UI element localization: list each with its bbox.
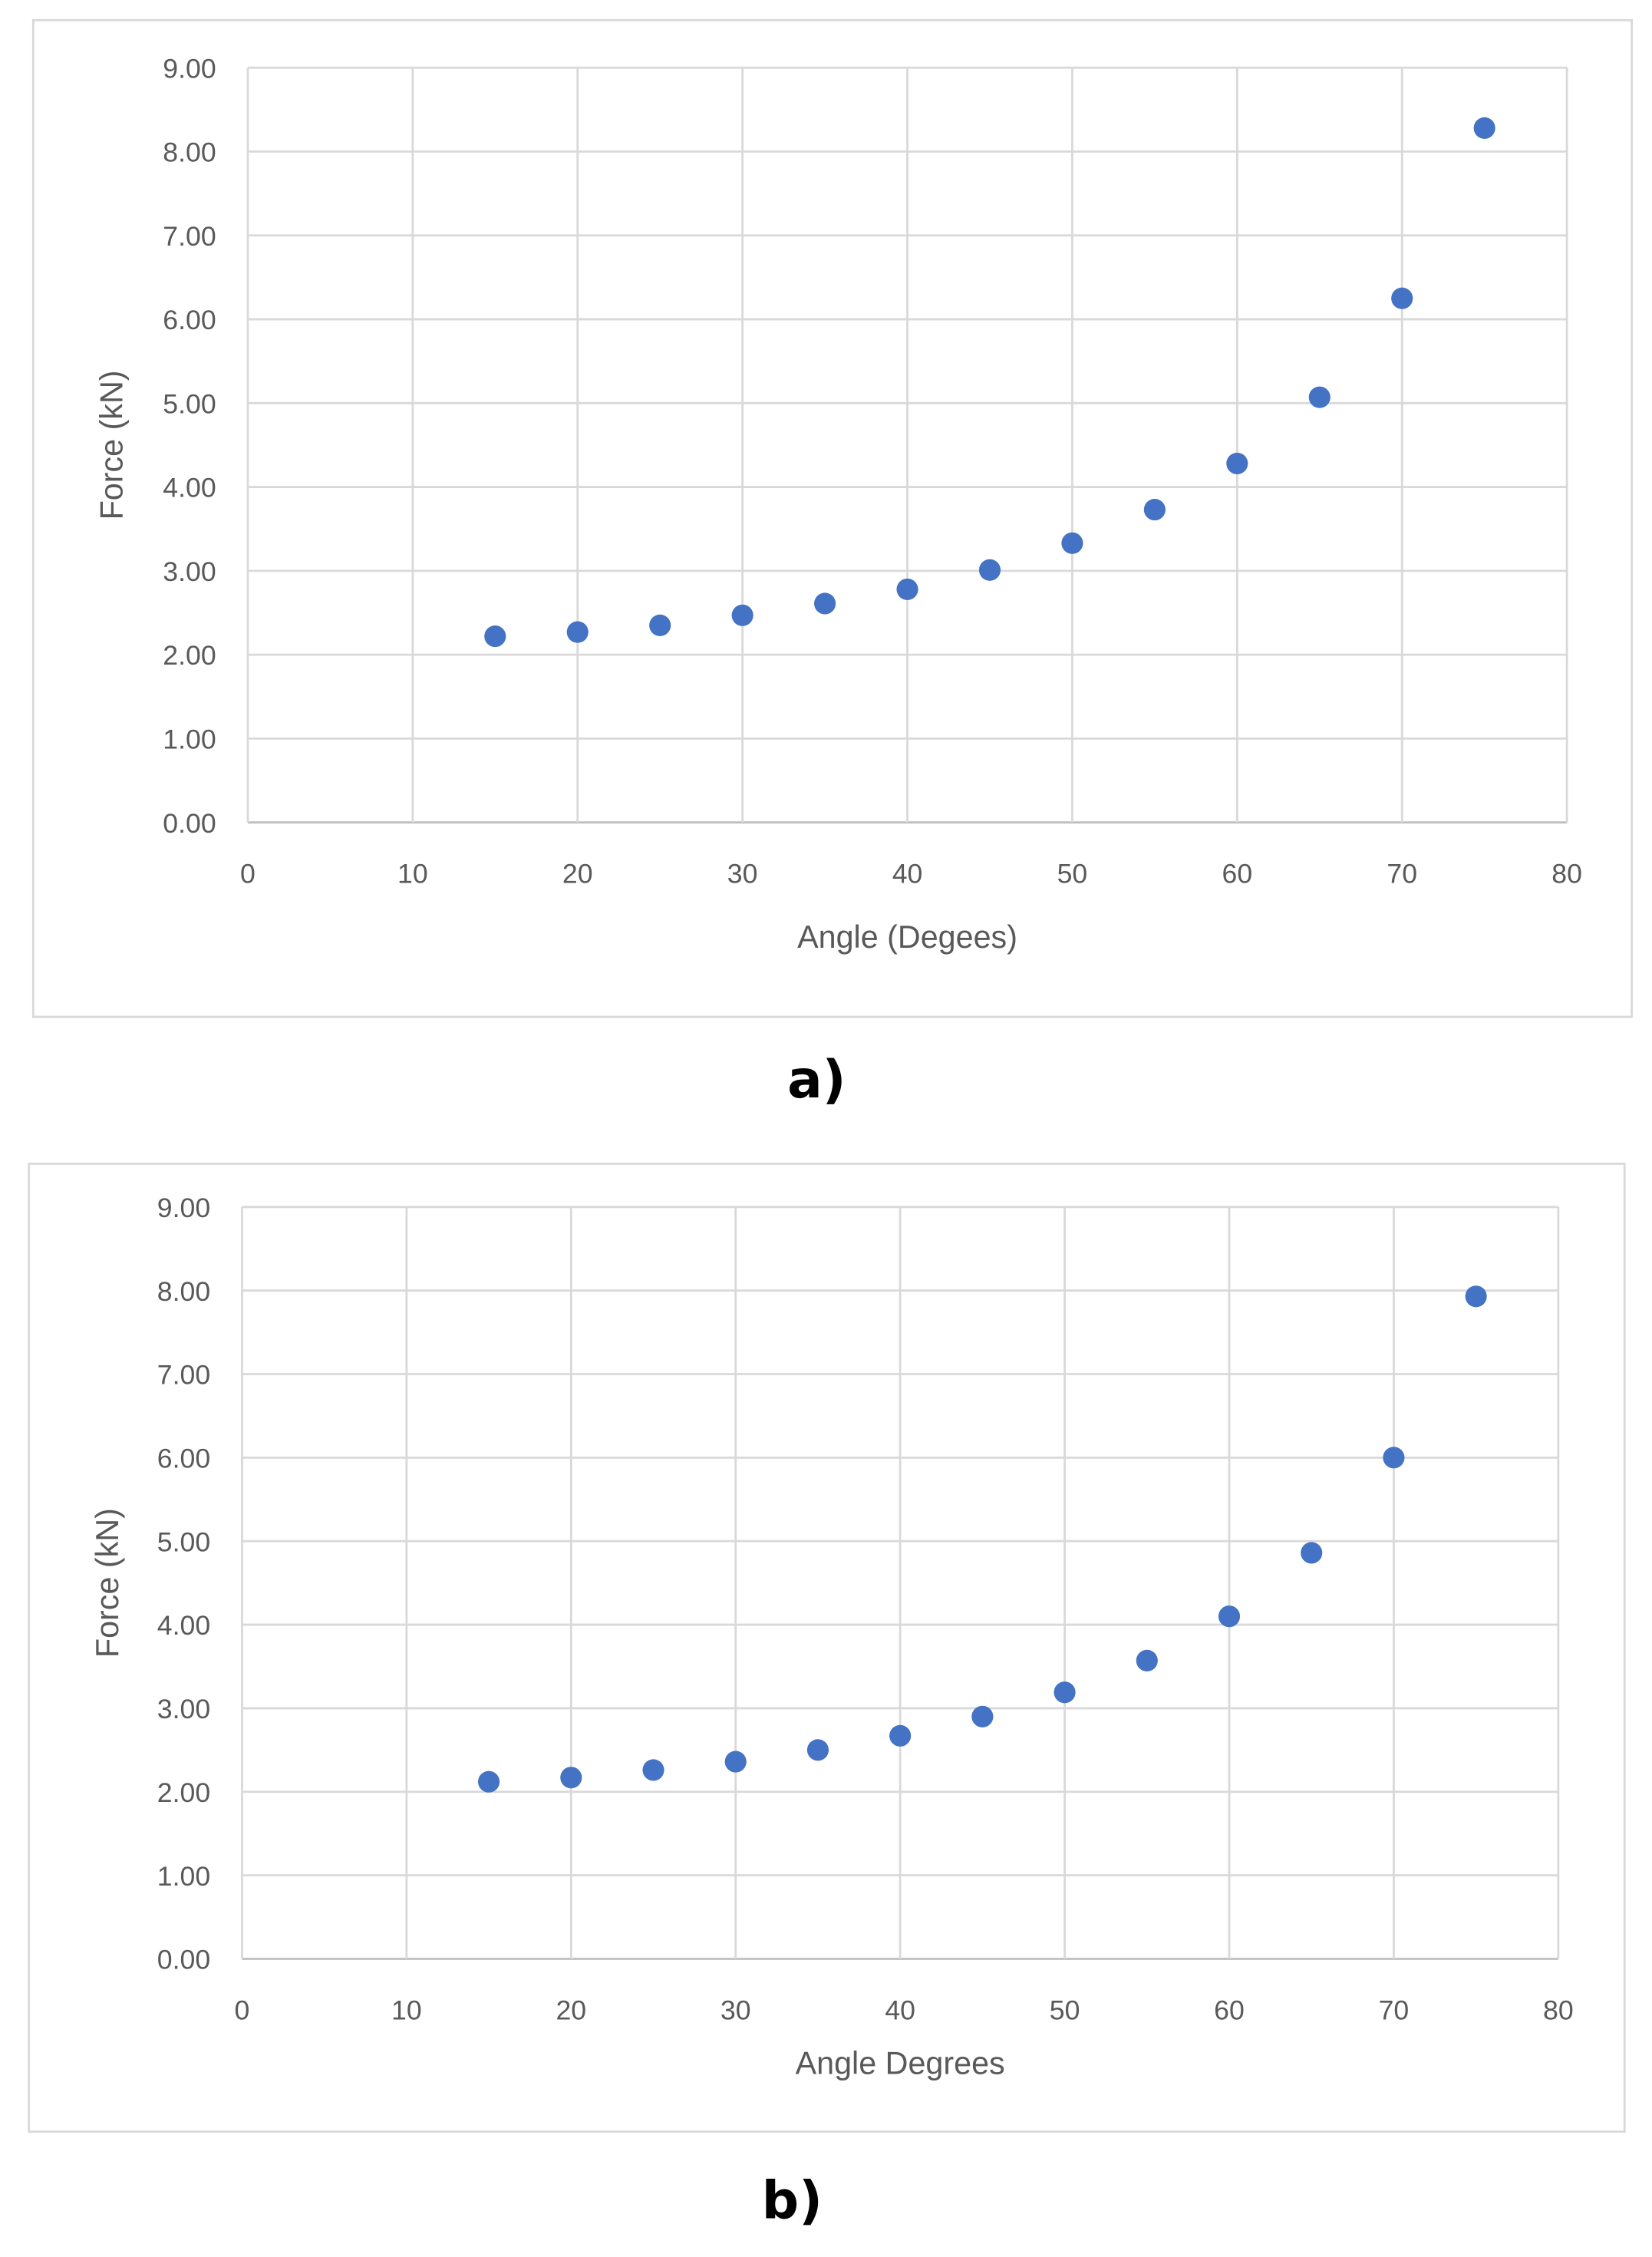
data-point bbox=[1054, 1681, 1076, 1704]
y-tick-label: 9.00 bbox=[163, 53, 216, 84]
chart-frame bbox=[31, 18, 1633, 1018]
y-tick-label: 9.00 bbox=[157, 1193, 210, 1223]
y-tick-label: 5.00 bbox=[163, 388, 216, 419]
data-point bbox=[1473, 117, 1495, 139]
y-tick-label: 1.00 bbox=[163, 724, 216, 755]
x-axis-title: Angle (Degees) bbox=[797, 919, 1017, 955]
data-point bbox=[642, 1759, 664, 1781]
y-tick-label: 3.00 bbox=[163, 556, 216, 587]
data-point bbox=[814, 592, 836, 615]
data-point bbox=[1136, 1649, 1158, 1671]
data-point bbox=[1226, 452, 1248, 475]
chart-b: 0.00 1.00 2.00 3.00 4.00 5.00 6.00 7.00 8.00 9.00… bbox=[28, 1163, 1626, 2133]
y-tick-label: 4.00 bbox=[163, 473, 216, 503]
y-tick-label: 0.00 bbox=[163, 808, 216, 839]
x-tick-label: 20 bbox=[556, 1995, 586, 2025]
y-axis-title: Force (kN) bbox=[94, 370, 130, 520]
data-point bbox=[649, 614, 671, 636]
x-tick-label: 50 bbox=[1050, 1995, 1080, 2025]
x-tick-label: 70 bbox=[1379, 1995, 1410, 2025]
x-tick-label: 50 bbox=[1057, 858, 1088, 889]
data-point bbox=[971, 1705, 994, 1727]
x-tick-label: 20 bbox=[562, 858, 593, 889]
data-point bbox=[724, 1750, 747, 1773]
x-tick-label: 60 bbox=[1222, 858, 1253, 889]
data-point bbox=[1143, 499, 1166, 521]
data-point bbox=[889, 1724, 912, 1747]
x-tick-label: 0 bbox=[240, 858, 256, 889]
data-point bbox=[560, 1767, 582, 1789]
y-tick-label: 2.00 bbox=[157, 1777, 210, 1808]
y-tick-label: 6.00 bbox=[157, 1443, 210, 1473]
x-tick-label: 10 bbox=[397, 858, 428, 889]
data-point bbox=[484, 625, 506, 648]
y-tick-label: 1.00 bbox=[157, 1861, 210, 1892]
data-point bbox=[1391, 287, 1413, 309]
y-tick-label: 7.00 bbox=[163, 221, 216, 252]
x-tick-label: 80 bbox=[1551, 858, 1582, 889]
data-point bbox=[978, 559, 1001, 581]
data-point bbox=[566, 621, 589, 643]
y-axis-title: Force (kN) bbox=[90, 1508, 125, 1658]
data-point bbox=[896, 578, 918, 600]
chart-a: 0.00 1.00 2.00 3.00 4.00 5.00 6.00 7.00 8.00 9.00… bbox=[31, 18, 1633, 1018]
data-point bbox=[1308, 386, 1331, 408]
chart-frame bbox=[28, 1163, 1626, 2133]
x-tick-label: 60 bbox=[1214, 1995, 1245, 2025]
data-point bbox=[1383, 1447, 1405, 1469]
y-tick-label: 3.00 bbox=[157, 1694, 210, 1724]
data-point bbox=[1218, 1605, 1241, 1628]
figure-caption: a) bbox=[787, 1049, 846, 1110]
y-tick-label: 8.00 bbox=[157, 1276, 210, 1307]
y-tick-label: 4.00 bbox=[157, 1610, 210, 1641]
y-tick-label: 6.00 bbox=[163, 305, 216, 335]
data-point bbox=[1301, 1542, 1323, 1564]
x-tick-label: 40 bbox=[892, 858, 923, 889]
data-point bbox=[731, 604, 753, 626]
x-tick-label: 40 bbox=[885, 1995, 915, 2025]
data-point bbox=[806, 1739, 829, 1761]
y-tick-label: 0.00 bbox=[157, 1945, 210, 1975]
data-point bbox=[1465, 1285, 1487, 1308]
x-tick-label: 30 bbox=[727, 858, 758, 889]
y-tick-label: 2.00 bbox=[163, 640, 216, 671]
x-tick-label: 80 bbox=[1543, 1995, 1574, 2025]
x-tick-label: 10 bbox=[391, 1995, 422, 2025]
x-axis-title: Angle Degrees bbox=[796, 2046, 1005, 2081]
data-point bbox=[478, 1770, 500, 1793]
x-tick-label: 70 bbox=[1387, 858, 1417, 889]
y-tick-label: 5.00 bbox=[157, 1526, 210, 1557]
x-tick-label: 0 bbox=[235, 1995, 250, 2025]
y-tick-label: 7.00 bbox=[157, 1360, 210, 1391]
y-tick-label: 8.00 bbox=[163, 137, 216, 168]
data-point bbox=[1061, 532, 1083, 554]
x-tick-label: 30 bbox=[720, 1995, 751, 2025]
figure-caption: b) bbox=[762, 2170, 823, 2230]
